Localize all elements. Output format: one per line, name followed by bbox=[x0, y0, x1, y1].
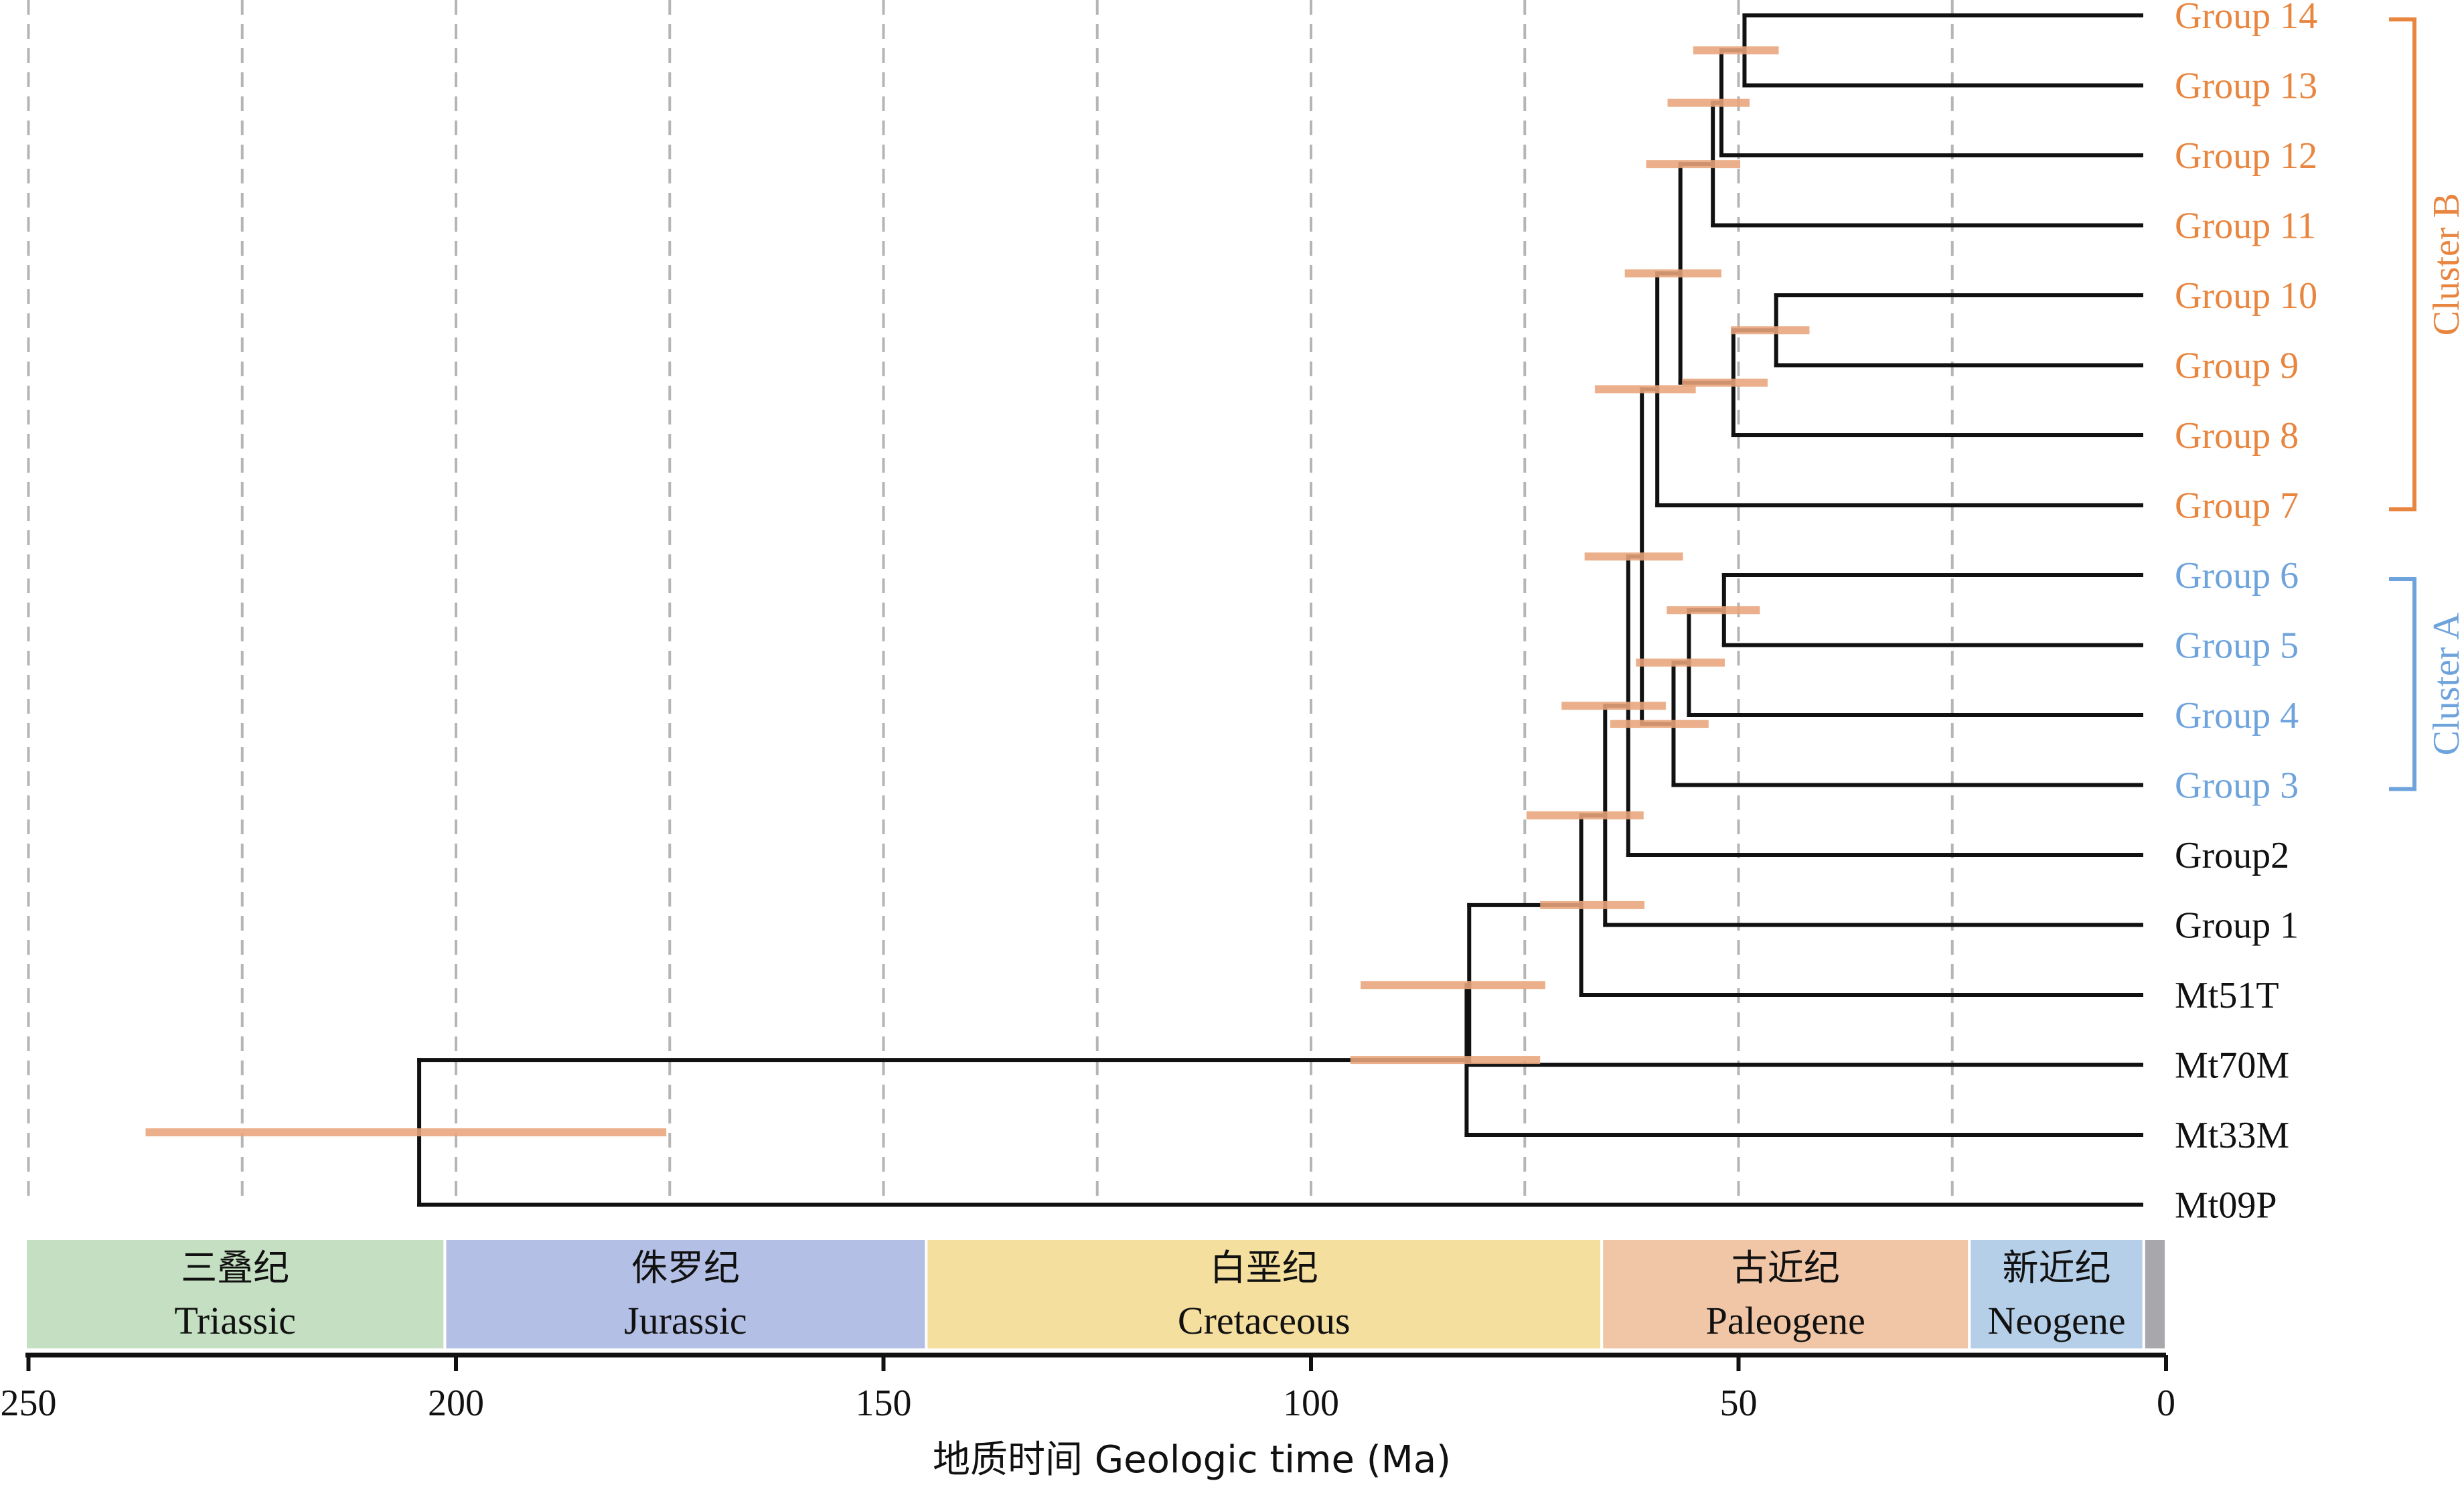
tip-label: Mt33M bbox=[2175, 1115, 2289, 1156]
tip-label: Group 1 bbox=[2175, 905, 2299, 947]
cluster-brackets: Cluster B Cluster A bbox=[2389, 17, 2464, 791]
tip-label: Group 11 bbox=[2175, 206, 2316, 247]
time-axis: 250 200 150 100 50 0 bbox=[1, 1352, 2175, 1424]
cluster-label: Cluster A bbox=[2426, 613, 2464, 756]
period-box bbox=[925, 1237, 1604, 1351]
period-box bbox=[443, 1237, 928, 1351]
period-name-cn: 白垩纪 bbox=[1210, 1247, 1318, 1289]
axis-title: 地质时间 Geologic time (Ma) bbox=[933, 1438, 1451, 1482]
node-age-hpd-bars bbox=[145, 46, 1810, 1137]
tip-label: Group 8 bbox=[2175, 415, 2299, 457]
tip-label: Group 13 bbox=[2175, 66, 2317, 107]
tip-label: Mt70M bbox=[2175, 1045, 2289, 1087]
period-name-cn: 古近纪 bbox=[1731, 1247, 1840, 1289]
period-box bbox=[24, 1237, 447, 1351]
axis-tick-label: 0 bbox=[2157, 1383, 2175, 1424]
gridlines bbox=[27, 0, 1954, 1198]
period-name-cn: 三叠纪 bbox=[181, 1247, 289, 1289]
axis-tick-label: 150 bbox=[856, 1383, 912, 1424]
tip-label: Group 14 bbox=[2175, 0, 2317, 37]
tree-branches bbox=[417, 13, 2143, 1207]
tip-labels: Group 14 Group 13 Group 12 Group 11 Group 10… bbox=[2175, 0, 2317, 1227]
geologic-period-bar: 三叠纪 Triassic 侏罗纪 Jurassic 白垩纪 Cretaceous 古近纪 Pa… bbox=[24, 1237, 2168, 1351]
period-name-cn: 侏罗纪 bbox=[631, 1247, 740, 1289]
period-name-en: Cretaceous bbox=[1178, 1299, 1351, 1342]
period-box bbox=[1600, 1237, 1971, 1351]
axis-tick-label: 200 bbox=[428, 1383, 484, 1424]
tip-label: Group 6 bbox=[2175, 555, 2299, 597]
tip-label: Group 12 bbox=[2175, 135, 2317, 177]
tip-label: Mt09P bbox=[2175, 1185, 2277, 1227]
tip-label: Mt51T bbox=[2175, 975, 2279, 1016]
tip-label: Group 9 bbox=[2175, 345, 2299, 387]
axis-tick-label: 50 bbox=[1720, 1383, 1758, 1424]
period-name-en: Jurassic bbox=[624, 1299, 747, 1342]
cluster-bracket bbox=[2389, 17, 2416, 512]
period-name-en: Paleogene bbox=[1706, 1299, 1865, 1342]
period-name-en: Triassic bbox=[174, 1299, 296, 1342]
tip-label: Group 4 bbox=[2175, 695, 2299, 736]
cluster-bracket bbox=[2389, 577, 2416, 791]
tip-label: Group2 bbox=[2175, 835, 2289, 876]
tip-label: Group 7 bbox=[2175, 485, 2299, 527]
cluster-label: Cluster B bbox=[2426, 193, 2464, 335]
tip-label: Group 5 bbox=[2175, 625, 2299, 667]
period-name-cn: 新近纪 bbox=[2003, 1247, 2111, 1289]
axis-tick-label: 250 bbox=[1, 1383, 57, 1424]
tip-label: Group 10 bbox=[2175, 275, 2317, 317]
axis-tick-label: 100 bbox=[1283, 1383, 1339, 1424]
period-box bbox=[2142, 1237, 2168, 1351]
tip-label: Group 3 bbox=[2175, 765, 2299, 807]
period-name-en: Neogene bbox=[1987, 1299, 2125, 1342]
